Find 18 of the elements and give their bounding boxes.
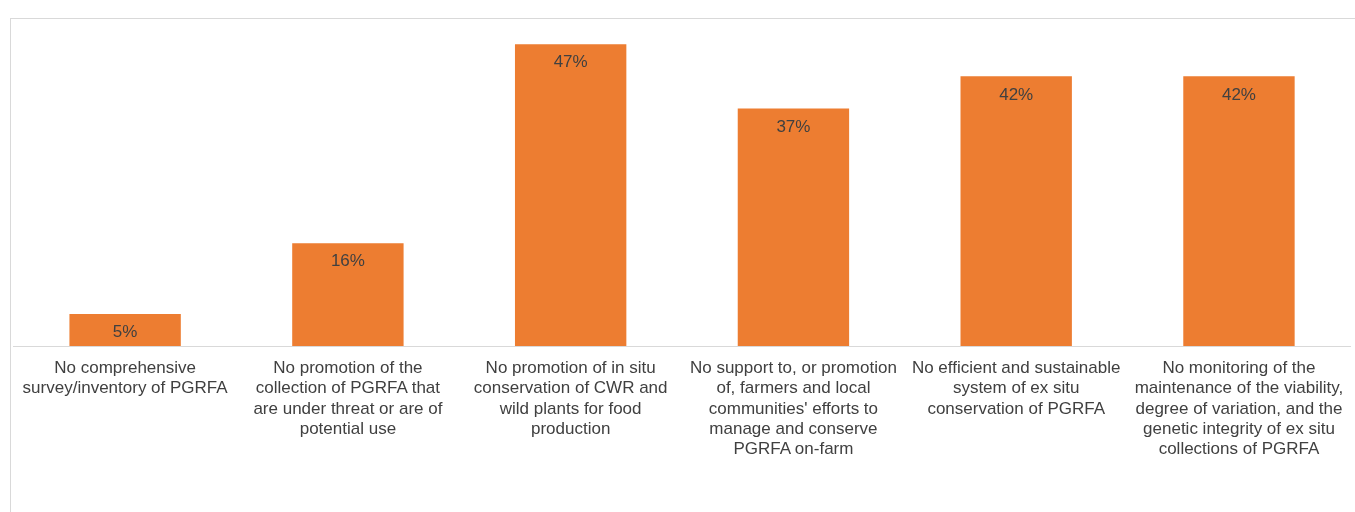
bar [292,243,404,346]
x-tick-label: No monitoring of the maintenance of the viability, degree of variation, and the genetic integrity of ex situ collections of PGRFA [1134,357,1344,459]
data-label: 47% [553,52,588,72]
data-label: 42% [1221,84,1256,104]
x-tick-label: No promotion of the collection of PGRFA that are under threat or are of potential use [253,357,443,439]
bar [960,76,1072,346]
bar [1183,76,1295,346]
x-tick-label: No efficient and sustainable system of ex situ conservation of PGRFA [911,357,1121,418]
data-label: 16% [330,251,365,271]
data-label: 42% [999,84,1034,104]
x-tick-label: No promotion of in situ conservation of CWR and wild plants for food production [473,357,668,439]
data-label: 5% [112,322,138,342]
bar [69,313,181,346]
bar [737,108,850,346]
bar [514,44,627,346]
data-label: 37% [776,116,811,136]
x-tick-label: No comprehensive survey/inventory of PGRFA [22,357,229,398]
x-tick-label: No support to, or promotion of, farmers and local communities' efforts to manage and conserve PGRFA on-farm [689,357,897,459]
